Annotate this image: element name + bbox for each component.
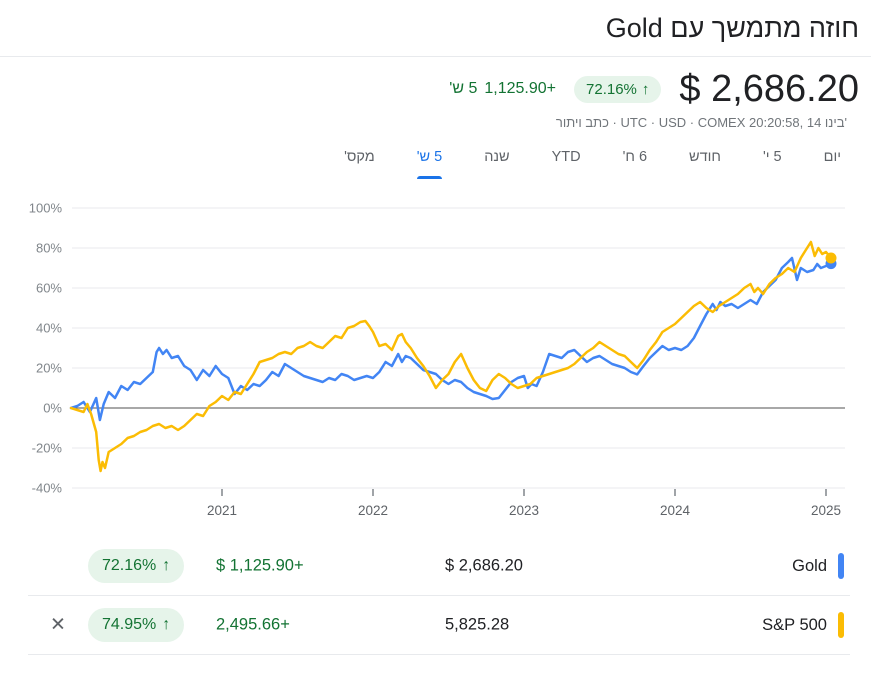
tab-6-months[interactable]: 6 ח' bbox=[623, 145, 647, 179]
time-range-tab-bar: יום 5 י' חודש 6 ח' YTD שנה 5 ש' מקס' bbox=[0, 130, 871, 179]
tab-5-days[interactable]: 5 י' bbox=[763, 145, 782, 179]
remove-sp500-button[interactable]: ✕ bbox=[44, 614, 72, 637]
table-row-gold: 72.16% ↑ $ 1,125.90+ $ 2,686.20 Gold bbox=[28, 537, 850, 596]
chart-gridlines bbox=[72, 207, 845, 489]
percent-change-badge: 72.16% ↑ bbox=[574, 75, 662, 103]
gold-color-bar-icon bbox=[838, 553, 844, 579]
y-tick-label: 20% bbox=[36, 361, 62, 376]
arrow-up-icon: ↑ bbox=[641, 80, 650, 98]
arrow-up-icon: ↑ bbox=[162, 616, 171, 633]
x-tick-label: 2023 bbox=[509, 503, 539, 518]
page-title: חוזה מתמשך עם Gold bbox=[605, 12, 859, 43]
tab-ytd[interactable]: YTD bbox=[552, 145, 581, 179]
gold-series-label: Gold bbox=[792, 553, 844, 579]
y-tick-label: -20% bbox=[32, 441, 63, 456]
gold-line bbox=[69, 256, 833, 422]
tab-max[interactable]: מקס' bbox=[344, 145, 375, 179]
x-tick-label: 2024 bbox=[660, 503, 691, 518]
sp500-change: 2,495.66+ bbox=[216, 615, 290, 634]
arrow-up-icon: ↑ bbox=[162, 557, 171, 574]
x-tick-label: 2025 bbox=[811, 503, 841, 518]
quote-summary: $ 2,686.20 72.16% ↑ 5 ש' 1,125.90+ כתב ו… bbox=[0, 57, 871, 130]
absolute-change: 5 ש' 1,125.90+ bbox=[449, 80, 556, 98]
sp500-color-bar-icon bbox=[838, 612, 844, 638]
table-row-sp500: ✕ 74.95% ↑ 2,495.66+ 5,825.28 S&P 500 bbox=[28, 596, 850, 655]
sp500-percent-value: 74.95% bbox=[102, 616, 157, 633]
page-header: חוזה מתמשך עם Gold bbox=[0, 0, 871, 57]
quote-meta-line[interactable]: כתב ויתור · UTC · USD · COMEX 20:20:58, … bbox=[555, 115, 847, 130]
sp500-series-label: S&P 500 bbox=[762, 612, 844, 638]
tab-5-years[interactable]: 5 ש' bbox=[416, 145, 443, 179]
y-tick-label: -40% bbox=[32, 481, 63, 496]
chart-x-axis: 2021 2022 2023 2024 2025 bbox=[207, 489, 841, 518]
y-tick-label: 80% bbox=[36, 241, 62, 256]
chart-series-lines bbox=[69, 240, 833, 473]
sp500-end-dot bbox=[825, 252, 837, 264]
gold-percent-value: 72.16% bbox=[102, 557, 157, 574]
x-tick-label: 2022 bbox=[358, 503, 388, 518]
sp500-line bbox=[69, 240, 833, 473]
y-tick-label: 60% bbox=[36, 281, 62, 296]
gold-change: $ 1,125.90+ bbox=[216, 556, 304, 575]
comparison-table: 72.16% ↑ $ 1,125.90+ $ 2,686.20 Gold ✕ 7… bbox=[28, 537, 850, 655]
x-tick-label: 2021 bbox=[207, 503, 237, 518]
series-name: S&P 500 bbox=[762, 615, 827, 634]
percent-change-value: 72.16% bbox=[586, 80, 637, 98]
price-comparison-chart[interactable]: 100%80%60%40%20%0%-20%-40% 2021 2022 2023 2… bbox=[0, 186, 871, 536]
tab-1-month[interactable]: חודש bbox=[689, 145, 721, 179]
tab-1-day[interactable]: יום bbox=[824, 145, 841, 179]
current-price: $ 2,686.20 bbox=[679, 68, 859, 110]
sp500-percent-badge: 74.95% ↑ bbox=[88, 608, 185, 642]
gold-last-price: $ 2,686.20 bbox=[445, 556, 523, 575]
y-tick-label: 100% bbox=[29, 201, 63, 216]
sp500-last-price: 5,825.28 bbox=[445, 615, 510, 634]
tab-1-year[interactable]: שנה bbox=[484, 145, 509, 179]
series-name: Gold bbox=[792, 556, 827, 575]
gold-percent-badge: 72.16% ↑ bbox=[88, 549, 185, 583]
change-value: 1,125.90+ bbox=[484, 80, 557, 97]
y-tick-label: 0% bbox=[43, 401, 62, 416]
chart-y-axis-labels: 100% 80% 60% 40% 20% 0% -20% -40% bbox=[29, 201, 63, 496]
change-period-label: 5 ש' bbox=[449, 80, 478, 97]
y-tick-label: 40% bbox=[36, 321, 62, 336]
chart-end-markers bbox=[825, 252, 837, 270]
quote-meta-row: כתב ויתור · UTC · USD · COMEX 20:20:58, … bbox=[0, 110, 859, 130]
